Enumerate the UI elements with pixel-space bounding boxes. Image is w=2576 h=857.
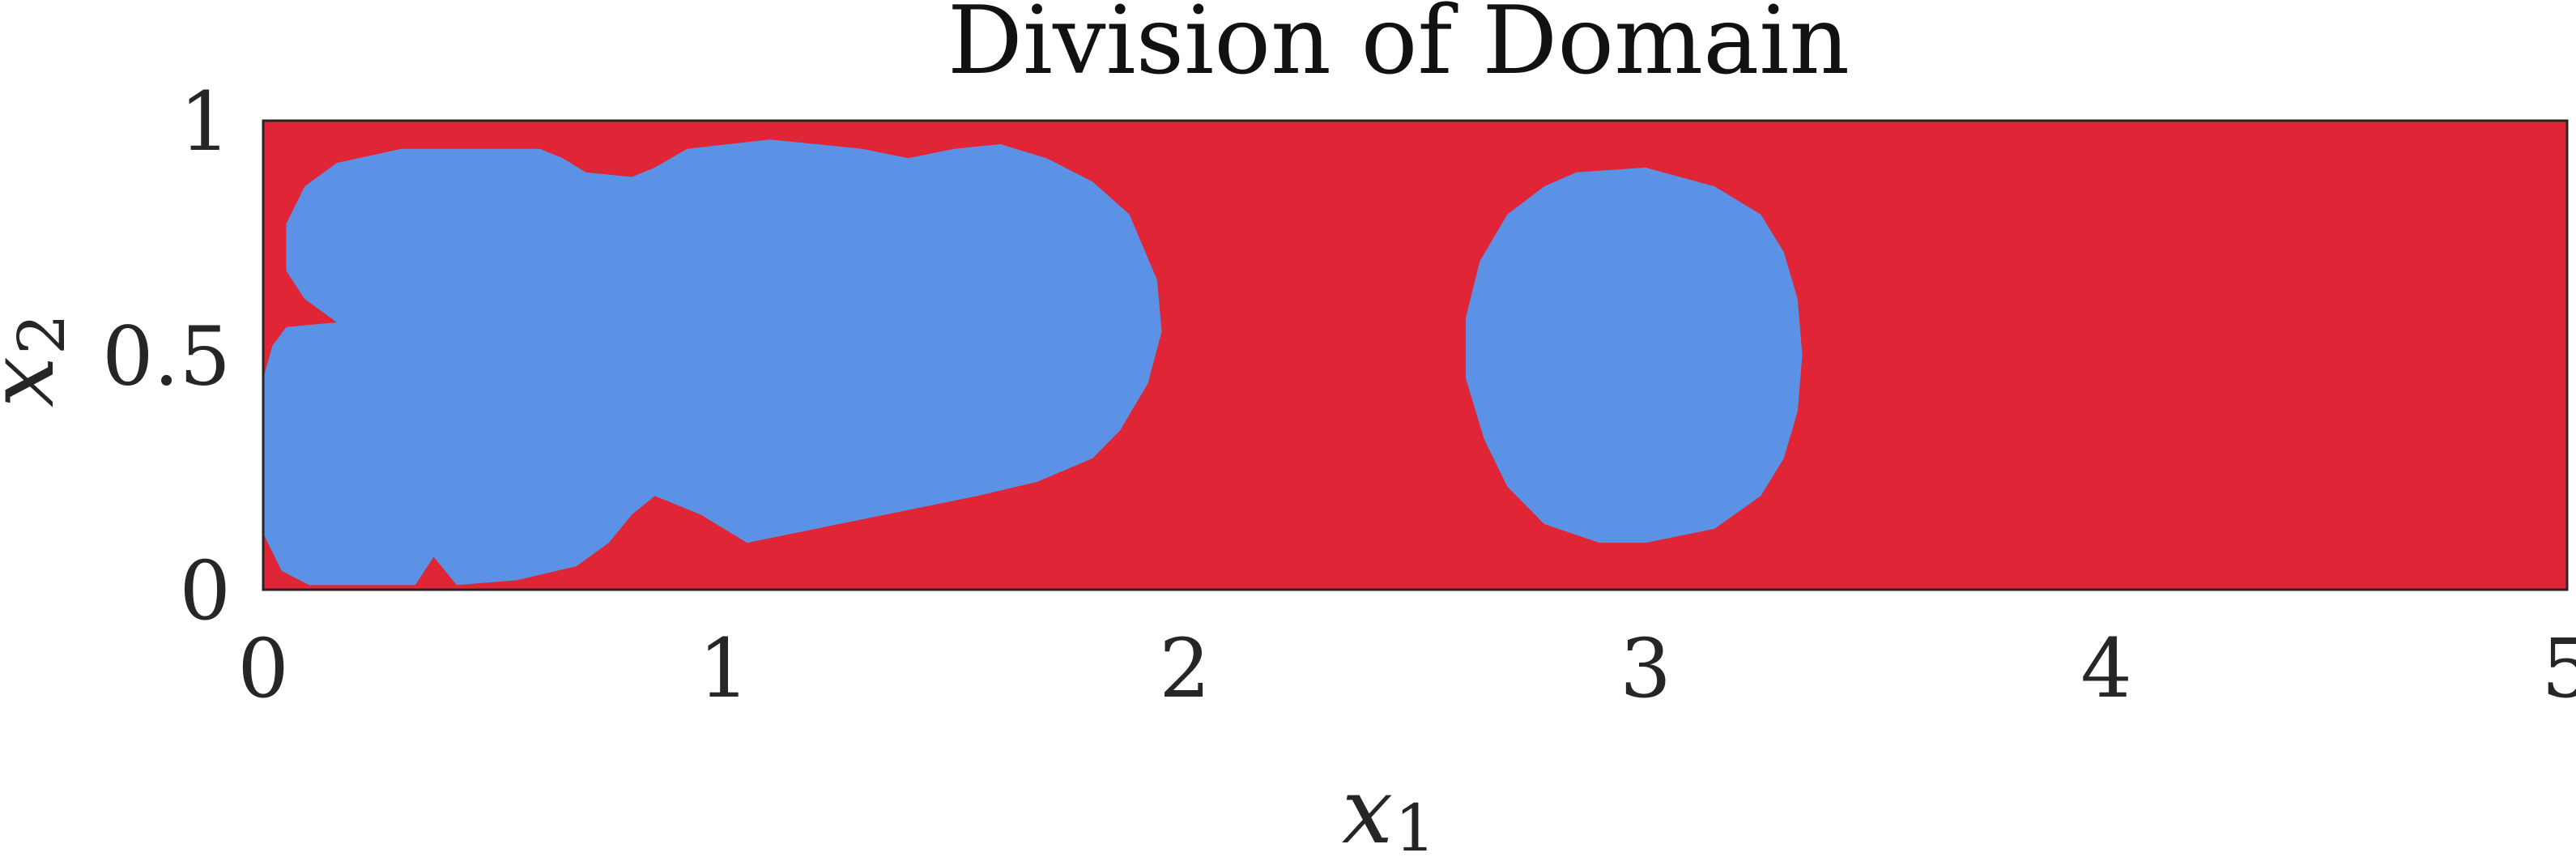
y-tick-label: 0 <box>179 544 231 638</box>
plot-frame <box>262 119 2569 591</box>
y-tick-label: 1 <box>179 75 231 169</box>
x-axis-label-subscript: 1 <box>1394 791 1436 857</box>
y-tick-labels: 00.51 <box>102 75 231 638</box>
y-axis-label-base: x <box>0 356 75 407</box>
region-right-blob <box>1466 167 1803 544</box>
x-tick-label: 0 <box>237 621 289 716</box>
x-tick-label: 2 <box>1159 621 1211 716</box>
x-tick-label: 3 <box>1620 621 1671 716</box>
x-tick-label: 1 <box>698 621 750 716</box>
y-axis-label-subscript: 2 <box>4 313 79 355</box>
chart-title: Division of Domain <box>947 0 1850 96</box>
x-tick-labels: 0 1 2 3 4 5 <box>237 621 2576 716</box>
y-axis-label: x 2 <box>0 313 79 407</box>
x-axis-label-base: x <box>1342 759 1393 857</box>
x-tick-label: 4 <box>2080 621 2132 716</box>
x-axis-label: x 1 <box>1342 759 1436 857</box>
region-left-blob <box>263 139 1162 586</box>
y-tick-label: 0.5 <box>102 309 231 404</box>
x-tick-label: 5 <box>2541 621 2576 716</box>
subdomain-regions <box>263 139 1803 586</box>
